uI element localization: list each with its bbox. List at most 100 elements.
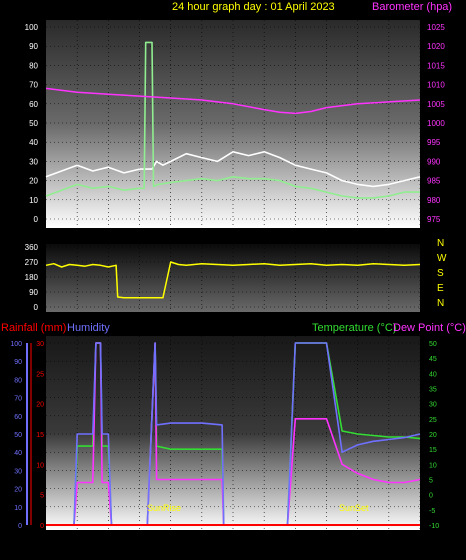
barometer-line [45, 87, 421, 115]
barometer-tick-label: 1000 [427, 119, 445, 128]
barometer-axis-title: Barometer (hpa) [372, 1, 452, 13]
barometer-tick-label: 975 [427, 215, 441, 224]
windspeed-tick-label: 0 [34, 215, 39, 224]
dewpoint-axis-title: Dew Point (°C) [393, 322, 466, 334]
axis-layer: 0102030405060708090100975980985990995100… [10, 23, 447, 547]
windspeed-tick-label: 60 [29, 100, 38, 109]
time-tick-label: 20 [353, 538, 362, 547]
barometer-tick-label: 1015 [427, 61, 445, 70]
barometer-tick-label: 1010 [427, 81, 445, 90]
temperature-tick-label: 25 [429, 417, 437, 424]
time-tick-label: 00 [416, 538, 425, 547]
windspeed-tick-label: 40 [29, 138, 38, 147]
temperature-tick-label: 40 [429, 371, 437, 378]
humidity-tick-label: 50 [14, 432, 22, 439]
time-tick-label: 22 [384, 538, 393, 547]
barometer-tick-label: 1005 [427, 100, 445, 109]
temperature-axis-title: Temperature (°C) [312, 322, 396, 334]
humidity-tick-label: 70 [14, 396, 22, 403]
barometer-tick-label: 1025 [427, 23, 445, 32]
temperature-tick-label: 20 [429, 432, 437, 439]
rain-tick-label: 20 [36, 402, 44, 409]
rain-tick-label: 10 [36, 462, 44, 469]
time-tick-label: 14 [260, 538, 269, 547]
time-tick-label: 14 [260, 230, 269, 239]
rain-tick-label: 15 [36, 432, 44, 439]
compass-label: E [437, 283, 444, 294]
temperature-tick-label: 0 [429, 493, 433, 500]
humidity-tick-label: 20 [14, 487, 22, 494]
rainfall-axis-title: Rainfall (mm) [1, 322, 66, 334]
time-tick-label: 12 [229, 538, 238, 547]
time-tick-label: 16 [291, 538, 300, 547]
windspeed-tick-label: 70 [29, 81, 38, 90]
time-tick-label: 16 [291, 230, 300, 239]
time-tick-label: 18 [322, 538, 331, 547]
rain-tick-label: 5 [40, 493, 44, 500]
time-tick-label: 02 [73, 538, 82, 547]
time-tick-label: 08 [166, 230, 175, 239]
temperature-tick-label: 35 [429, 387, 437, 394]
temperature-tick-label: 15 [429, 447, 437, 454]
temperature-tick-label: 30 [429, 402, 437, 409]
time-tick-label: 12 [229, 230, 238, 239]
time-tick-label: 04 [104, 538, 113, 547]
rain-tick-label: 25 [36, 371, 44, 378]
barometer-tick-label: 985 [427, 177, 441, 186]
humidity-tick-label: 100 [10, 341, 22, 348]
windspeed-tick-label: 80 [29, 61, 38, 70]
time-tick-label: 10 [197, 538, 206, 547]
time-tick-label: 06 [135, 230, 144, 239]
sunset-annotation: SunSet [339, 503, 369, 513]
windspeed-tick-label: 10 [29, 196, 38, 205]
windspeed-axis-title: Windspeed (kph) [34, 1, 117, 13]
humidity-tick-label: 90 [14, 359, 22, 366]
compass-label: S [437, 268, 444, 279]
compass-label: N [437, 298, 444, 309]
direction-tick-label: 0 [34, 303, 39, 312]
chart-title: 24 hour graph day : 01 April 2023 [172, 1, 335, 13]
time-tick-label: 20 [353, 230, 362, 239]
barometer-tick-label: 995 [427, 138, 441, 147]
time-tick-label: 08 [166, 538, 175, 547]
temperature-tick-label: -5 [429, 508, 435, 515]
humidity-line [46, 342, 421, 526]
rain-tick-label: 0 [40, 523, 44, 530]
temperature-tick-label: 10 [429, 462, 437, 469]
rain-tick-label: 30 [36, 341, 44, 348]
time-tick-label: 02 [73, 230, 82, 239]
barometer-tick-label: 980 [427, 196, 441, 205]
direction-tick-label: 90 [29, 288, 38, 297]
humidity-axis-title: Humidity [67, 322, 110, 334]
time-tick-label: 06 [135, 538, 144, 547]
direction-tick-label: 360 [25, 243, 39, 252]
sunrise-annotation: SunRise [147, 503, 181, 513]
direction-panel-background [46, 244, 420, 312]
windspeed-tick-label: 90 [29, 42, 38, 51]
average-line [45, 41, 420, 199]
direction-tick-label: 180 [25, 273, 39, 282]
time-tick-label: 10 [197, 230, 206, 239]
compass-label: W [437, 253, 447, 264]
windspeed-tick-label: 100 [25, 23, 39, 32]
direction-line [45, 261, 421, 299]
time-tick-label: 18 [322, 230, 331, 239]
barometer-tick-label: 990 [427, 157, 441, 166]
temperature-tick-label: 50 [429, 341, 437, 348]
windspeed-tick-label: 30 [29, 157, 38, 166]
humidity-tick-label: 80 [14, 377, 22, 384]
humidity-tick-label: 60 [14, 414, 22, 421]
windspeed-tick-label: 50 [29, 119, 38, 128]
humidity-tick-label: 0 [18, 523, 22, 530]
series-layer [45, 41, 421, 526]
direction-tick-label: 270 [25, 258, 39, 267]
gust-line [45, 151, 421, 188]
time-tick-label: 22 [384, 230, 393, 239]
time-tick-label: 00 [416, 230, 425, 239]
humidity-tick-label: 10 [14, 505, 22, 512]
humidity-tick-label: 40 [14, 450, 22, 457]
barometer-tick-label: 1020 [427, 42, 445, 51]
windspeed-tick-label: 20 [29, 177, 38, 186]
